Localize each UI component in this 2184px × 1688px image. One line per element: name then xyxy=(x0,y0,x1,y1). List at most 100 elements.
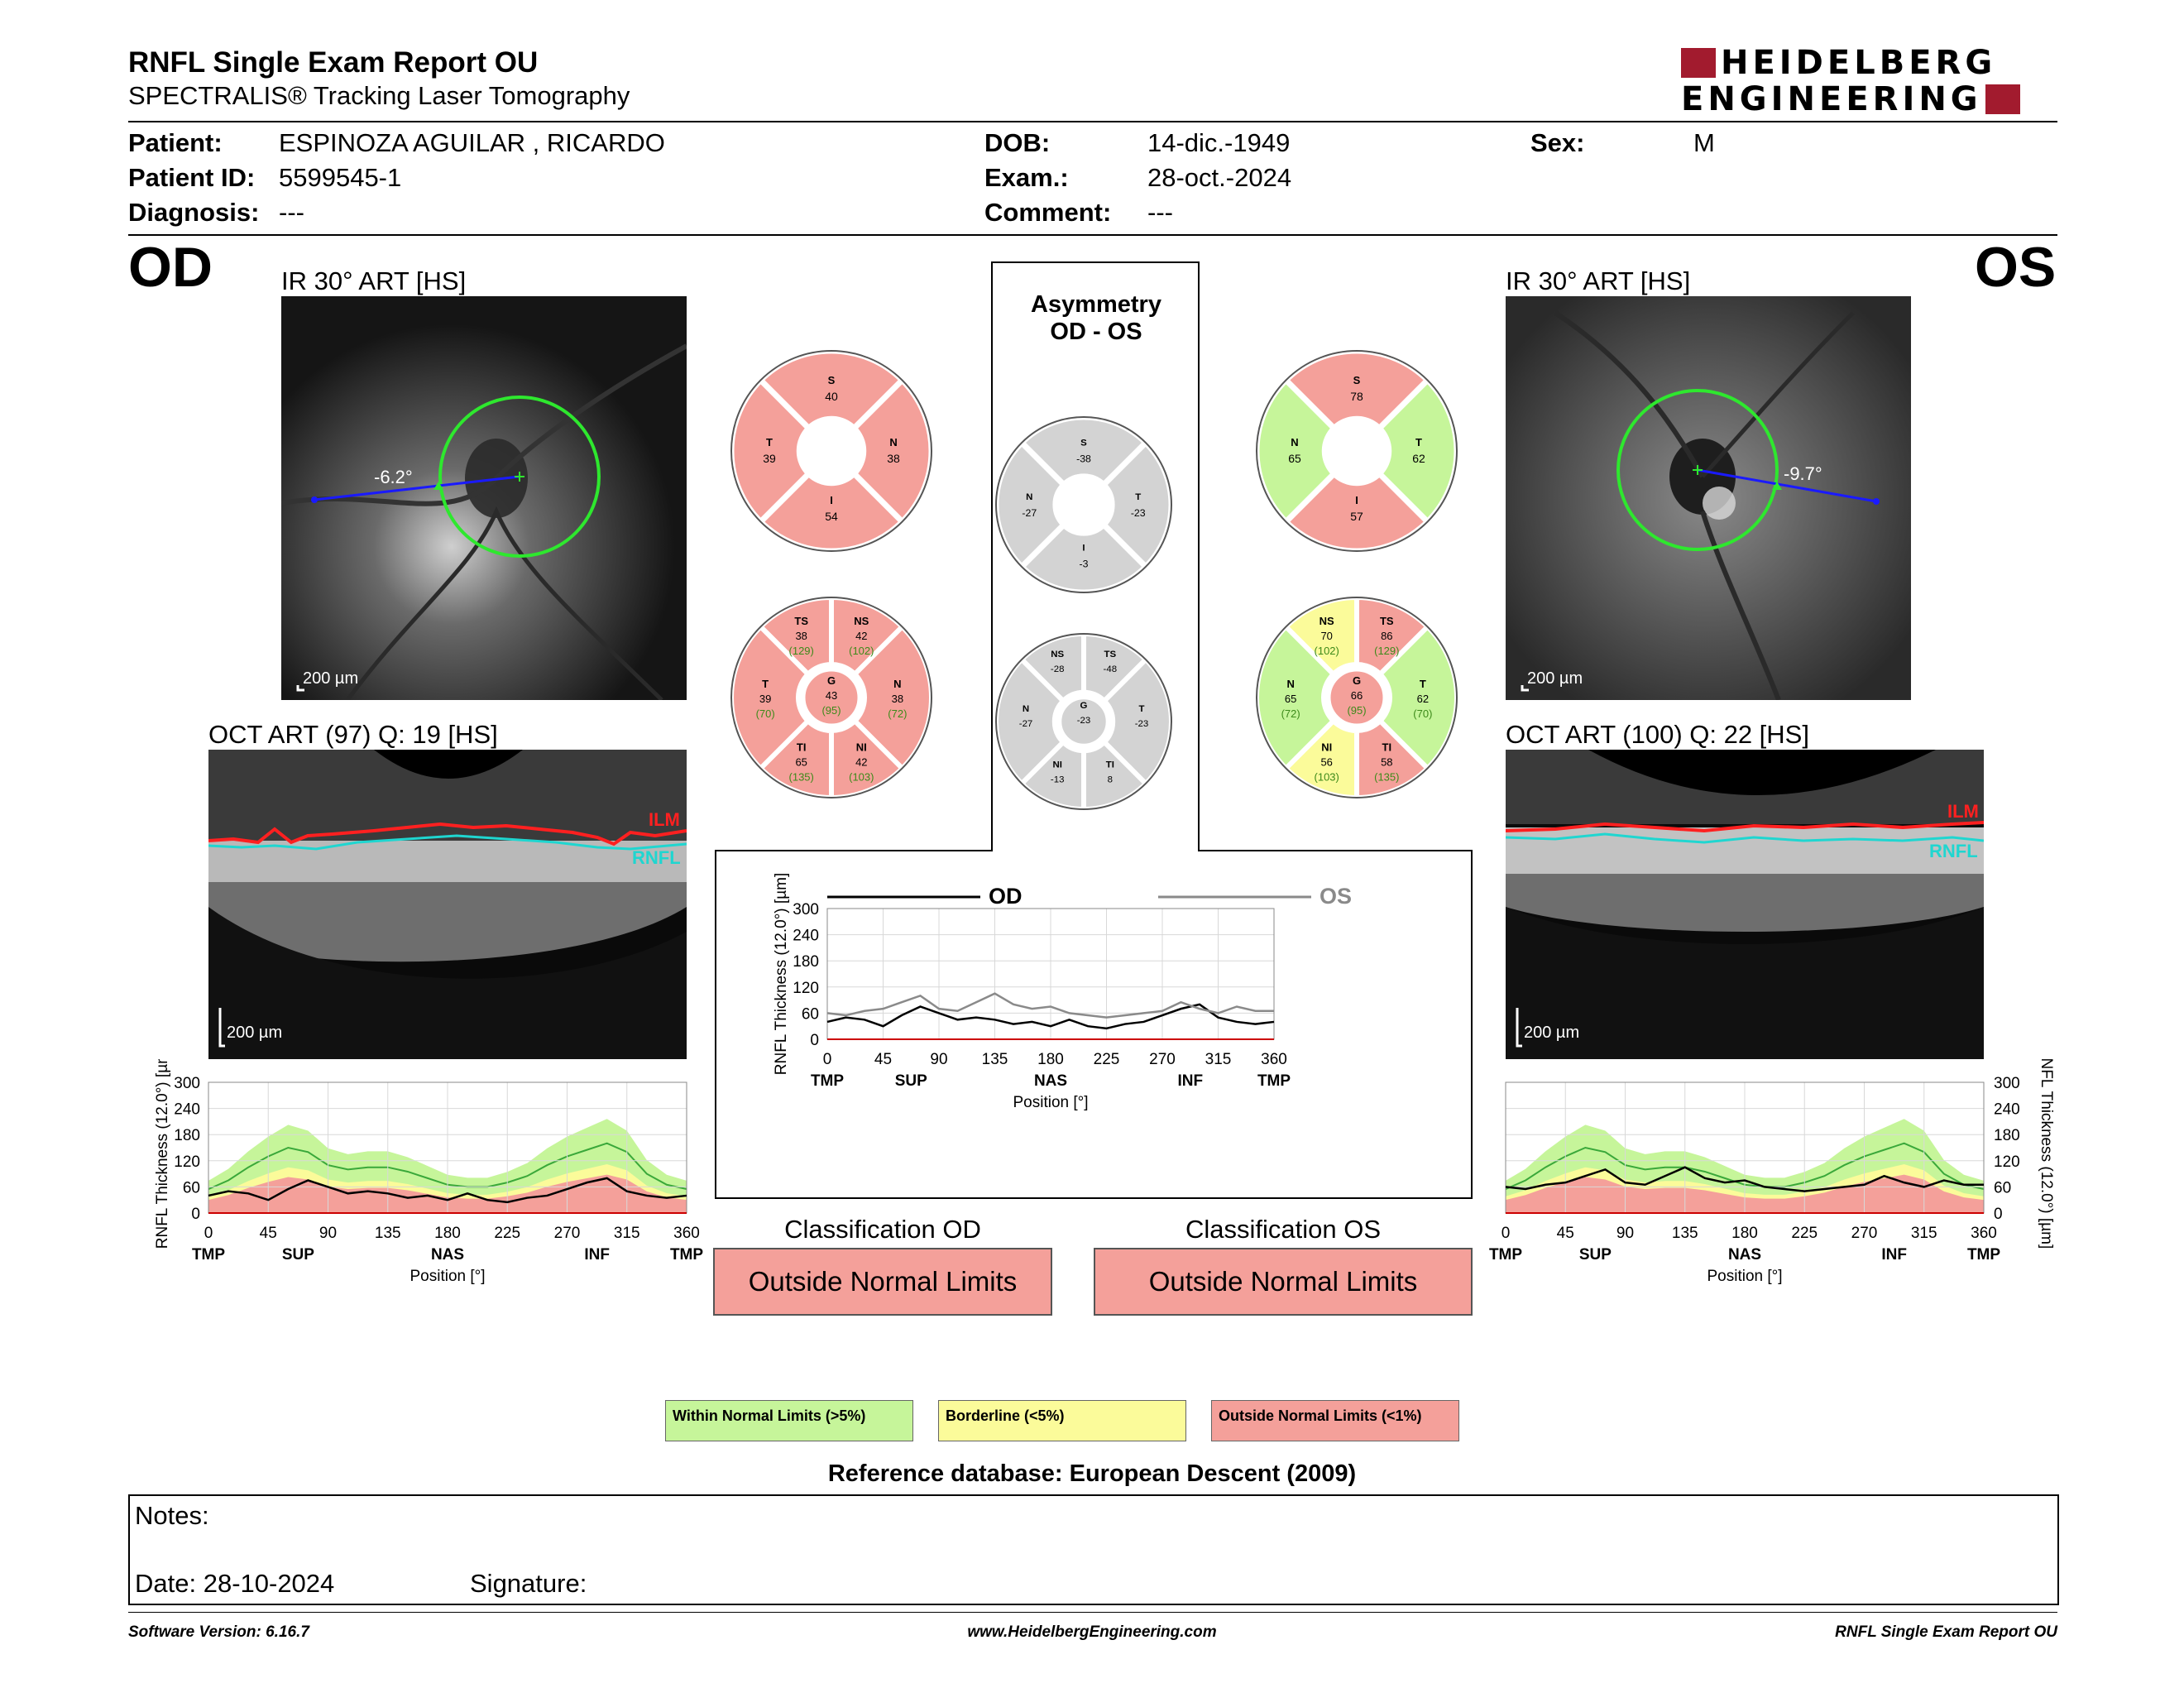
x-tick-label: 90 xyxy=(319,1225,337,1242)
sector-value-N: 38 xyxy=(887,452,900,465)
y-tick-label: 120 xyxy=(1994,1153,2020,1171)
patient-rule xyxy=(128,234,2057,236)
y-tick-label: 240 xyxy=(1994,1101,2020,1119)
sector-label-T: T xyxy=(1138,704,1144,714)
sector-value-S: 78 xyxy=(1350,390,1363,403)
sector-label-NI: NI xyxy=(856,741,867,754)
x-category-SUP: SUP xyxy=(1579,1246,1612,1264)
sector-value-T: 62 xyxy=(1412,452,1425,465)
sector-label-T: T xyxy=(766,436,773,448)
os-rnfl-label: RNFL xyxy=(1929,841,1978,861)
x-tick-label: 0 xyxy=(823,1051,832,1068)
sector-norm-G: (95) xyxy=(1347,704,1366,717)
sector-value-NS: -28 xyxy=(1051,664,1065,674)
y-tick-label: 240 xyxy=(793,928,819,945)
y-tick-label: 300 xyxy=(174,1075,200,1092)
sector-norm-N: (72) xyxy=(888,707,907,720)
sector-outline xyxy=(730,597,932,798)
os-sector-4: S 78 T 62 I 57 N 65 xyxy=(1253,348,1460,554)
x-category-TMP: TMP xyxy=(1257,1072,1291,1090)
x-category-INF: INF xyxy=(1881,1246,1907,1264)
exam-label: Exam.: xyxy=(984,163,1069,192)
sector-label-N: N xyxy=(893,678,901,690)
os-ir-scale: 200 µm xyxy=(1527,669,1583,688)
x-category-NAS: NAS xyxy=(1728,1246,1761,1264)
od-rnfl-label: RNFL xyxy=(632,847,681,868)
x-tick-label: 315 xyxy=(1911,1225,1937,1242)
series-line-OS xyxy=(826,992,1274,1019)
sector-value-T: -23 xyxy=(1131,507,1146,519)
sector-value-N: 38 xyxy=(892,693,903,705)
x-tick-label: 180 xyxy=(434,1225,461,1242)
sector-value-S: 40 xyxy=(825,390,838,403)
y-tick-label: 240 xyxy=(174,1101,200,1119)
x-tick-label: 45 xyxy=(260,1225,277,1242)
notes-date: Date: 28-10-2024 xyxy=(135,1569,335,1598)
os-ilm-label: ILM xyxy=(1947,801,1979,822)
x-axis-title: Position [°] xyxy=(410,1268,485,1285)
sector-label-S: S xyxy=(828,374,836,386)
series-line-OS xyxy=(1505,1166,1984,1192)
x-tick-label: 270 xyxy=(1851,1225,1878,1242)
sector-outline xyxy=(1256,350,1458,552)
sector-label-NI: NI xyxy=(1321,741,1332,754)
exam-value: 28-oct.-2024 xyxy=(1147,163,1292,192)
x-tick-label: 225 xyxy=(494,1225,520,1242)
y-tick-label: 60 xyxy=(183,1179,200,1196)
sector-norm-TS: (129) xyxy=(1374,645,1399,657)
sector-norm-NI: (103) xyxy=(849,771,874,784)
y-axis-title: RNFL Thickness (12.0°) [µm] xyxy=(154,1059,171,1249)
sector-value-T: 39 xyxy=(763,452,776,465)
x-tick-label: 180 xyxy=(1731,1225,1758,1242)
sector-label-G: G xyxy=(827,674,836,687)
os-ir-caption: IR 30° ART [HS] xyxy=(1506,266,1691,295)
sector-outline xyxy=(1256,597,1458,798)
footer-report-name: RNFL Single Exam Report OU xyxy=(1835,1623,2057,1641)
diagnosis-value: --- xyxy=(279,198,304,227)
asym-title: Asymmetry OD - OS xyxy=(1031,291,1161,345)
sector-label-TS: TS xyxy=(1104,650,1116,659)
x-tick-label: 90 xyxy=(930,1051,947,1068)
od-sector-4: S 40 N 38 I 54 T 39 xyxy=(728,348,935,554)
sector-value-N: -27 xyxy=(1019,719,1033,729)
sector-label-TS: TS xyxy=(1380,615,1394,627)
sector-label-I: I xyxy=(1355,494,1358,506)
dob-value: 14-dic.-1949 xyxy=(1147,128,1291,157)
asym-sector-6: NS -28 TS -48 T -23 TI 8 NI -13 N -27 G -23 xyxy=(994,631,1174,813)
website-url: www.HeidelbergEngineering.com xyxy=(967,1623,1217,1641)
x-category-SUP: SUP xyxy=(895,1072,927,1090)
sector-label-S: S xyxy=(1080,438,1087,448)
sector-value-NI: 56 xyxy=(1320,756,1332,769)
os-angle-label: -9.7° xyxy=(1784,463,1822,484)
patient-id: 5599545-1 xyxy=(279,163,402,192)
x-tick-label: 45 xyxy=(1557,1225,1574,1242)
sector-norm-T: (70) xyxy=(1413,707,1432,720)
x-axis-title: Position [°] xyxy=(1013,1094,1088,1111)
x-tick-label: 45 xyxy=(874,1051,892,1068)
os-thickness-chart: 300 240 180 120 60 0 0 45 90 135 180 225 270 315 360 TM… xyxy=(1489,1059,2055,1285)
x-category-INF: INF xyxy=(584,1246,610,1264)
x-tick-label: 315 xyxy=(614,1225,640,1242)
sector-value-TS: 38 xyxy=(795,630,807,642)
x-tick-label: 90 xyxy=(1616,1225,1634,1242)
x-tick-label: 360 xyxy=(673,1225,700,1242)
sector-center xyxy=(1326,667,1387,728)
x-category-NAS: NAS xyxy=(1034,1072,1067,1090)
sector-center xyxy=(801,667,862,728)
sector-value-I: 57 xyxy=(1350,510,1363,523)
series-line-OD xyxy=(208,1177,687,1204)
sector-label-N: N xyxy=(1291,436,1298,448)
x-tick-label: 360 xyxy=(1261,1051,1287,1068)
comment-value: --- xyxy=(1147,198,1173,227)
od-oct-caption: OCT ART (97) Q: 19 [HS] xyxy=(208,720,498,749)
dob-label: DOB: xyxy=(984,128,1051,157)
sector-label-G: G xyxy=(1080,701,1088,711)
sector-value-TI: 65 xyxy=(795,756,807,769)
x-tick-label: 135 xyxy=(1672,1225,1698,1242)
sector-value-NI: -13 xyxy=(1051,775,1065,785)
x-tick-label: 360 xyxy=(1971,1225,1997,1242)
legend-outside: Outside Normal Limits (<1%) xyxy=(1211,1400,1459,1441)
sector-label-TI: TI xyxy=(1106,760,1114,770)
x-tick-label: 135 xyxy=(375,1225,401,1242)
eye-label-os: OS xyxy=(1975,236,2057,299)
